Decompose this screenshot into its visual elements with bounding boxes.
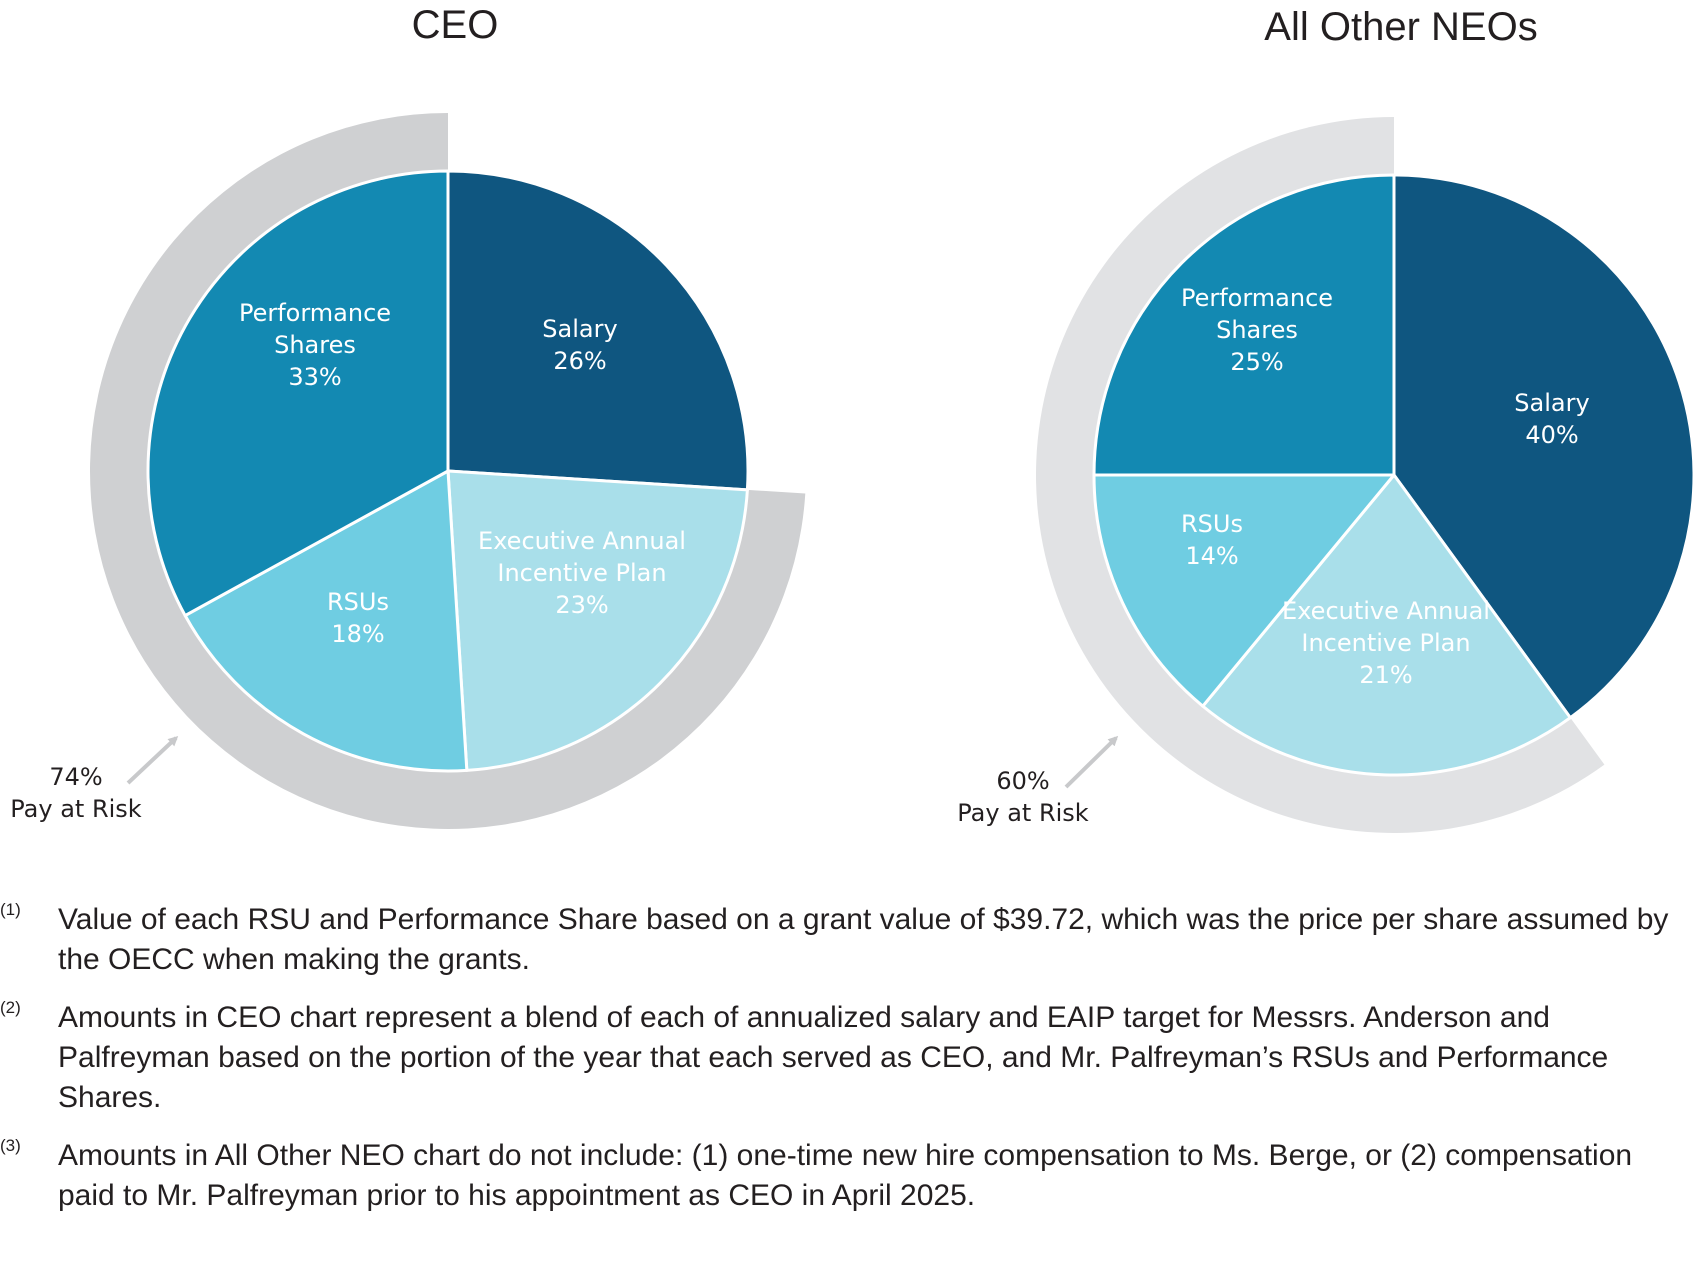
- slice-label-performance-shares: Performance Shares 33%: [239, 299, 391, 391]
- slice-label-line: 25%: [1230, 348, 1283, 376]
- pie-slice-rsus: [1092, 473, 1396, 708]
- pie-chart-all-other-neos: All Other NEOs Salary 40% Executive Annual I…: [957, 5, 1696, 834]
- slice-label-line: Salary: [1514, 389, 1589, 417]
- slice-label-line: Executive Annual: [1282, 597, 1490, 625]
- pie-slice-performance-shares: [1092, 173, 1396, 477]
- footnote-marker: (1): [0, 900, 21, 919]
- footnote-3: (3) Amounts in All Other NEO chart do no…: [0, 1136, 1696, 1216]
- footnote-marker: (2): [0, 998, 21, 1017]
- slice-label-line: 33%: [288, 363, 341, 391]
- slice-label-rsus: RSUs 14%: [1181, 510, 1243, 570]
- slice-label-line: RSUs: [1181, 510, 1243, 538]
- slice-label-line: Shares: [274, 331, 356, 359]
- slice-label-line: Incentive Plan: [1301, 629, 1470, 657]
- pay-mix-charts: CEO Salary 26% Executive Annual Incentive Pl…: [10, 3, 1696, 834]
- slice-label-line: 40%: [1525, 421, 1578, 449]
- slice-label-line: 21%: [1359, 661, 1412, 689]
- pay-at-risk-label: 60% Pay at Risk: [957, 767, 1089, 827]
- footnote-marker: (3): [0, 1136, 21, 1155]
- slice-label-line: 23%: [555, 591, 608, 619]
- slice-label-line: Executive Annual: [478, 527, 686, 555]
- slice-label-line: Shares: [1216, 316, 1298, 344]
- footnotes: (1) Value of each RSU and Performance Sh…: [0, 900, 1696, 1234]
- footnote-1: (1) Value of each RSU and Performance Sh…: [0, 900, 1696, 980]
- slice-label-line: Salary: [542, 315, 617, 343]
- slice-label-line: 14%: [1185, 542, 1238, 570]
- pie-chart-ceo: CEO Salary 26% Executive Annual Incentive Pl…: [10, 3, 806, 830]
- slice-label-line: 18%: [331, 620, 384, 648]
- pie-slice-performance-shares: [146, 169, 450, 618]
- pay-at-risk-label-line: Pay at Risk: [957, 799, 1089, 827]
- chart-title: All Other NEOs: [1264, 5, 1537, 49]
- footnote-text: Amounts in CEO chart represent a blend o…: [58, 1001, 1609, 1114]
- pie-slice-executive-annual-incentive-plan: [1201, 473, 1572, 777]
- pay-at-risk-label-line: 60%: [996, 767, 1049, 795]
- pie-slice-salary: [446, 169, 750, 492]
- footnote-text: Value of each RSU and Performance Share …: [58, 903, 1669, 976]
- slice-label-line: Performance: [1181, 284, 1333, 312]
- slice-label-line: Performance: [239, 299, 391, 327]
- pay-at-risk-ring: [1035, 117, 1605, 834]
- chart-title: CEO: [412, 3, 499, 47]
- pie-slice-executive-annual-incentive-plan: [446, 469, 749, 772]
- pay-at-risk-label-line: 74%: [49, 763, 102, 791]
- pie-slice-rsus: [183, 469, 469, 773]
- slice-label-line: 26%: [553, 347, 606, 375]
- slice-label-executive-annual-incentive-plan: Executive Annual Incentive Plan 21%: [1282, 597, 1490, 689]
- slice-label-performance-shares: Performance Shares 25%: [1181, 284, 1333, 376]
- slice-label-salary: Salary 40%: [1514, 389, 1589, 449]
- slice-label-rsus: RSUs 18%: [327, 588, 389, 648]
- footnote-text: Amounts in All Other NEO chart do not in…: [58, 1139, 1633, 1212]
- slice-label-line: Incentive Plan: [497, 559, 666, 587]
- slice-label-line: RSUs: [327, 588, 389, 616]
- pay-at-risk-arrow: [1064, 735, 1119, 789]
- slice-label-salary: Salary 26%: [542, 315, 617, 375]
- footnote-2: (2) Amounts in CEO chart represent a ble…: [0, 998, 1696, 1118]
- pie-slice-salary: [1392, 173, 1696, 720]
- pay-at-risk-arrow: [126, 735, 179, 785]
- pay-at-risk-label-line: Pay at Risk: [10, 795, 142, 823]
- slice-label-executive-annual-incentive-plan: Executive Annual Incentive Plan 23%: [478, 527, 686, 619]
- pay-at-risk-label: 74% Pay at Risk: [10, 763, 142, 823]
